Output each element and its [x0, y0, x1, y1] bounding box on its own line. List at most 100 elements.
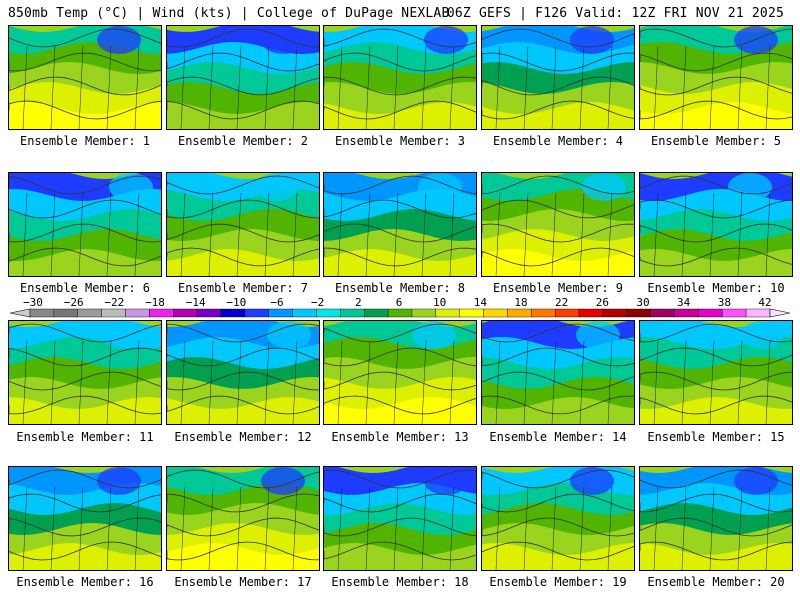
ensemble-map-11 — [8, 320, 162, 425]
ensemble-map-9 — [481, 172, 635, 277]
scale-swatch — [459, 308, 484, 318]
ensemble-member-label: Ensemble Member: 4 — [492, 134, 624, 148]
temperature-field — [482, 467, 634, 570]
ensemble-member-label: Ensemble Member: 1 — [19, 134, 151, 148]
ensemble-map-7 — [166, 172, 320, 277]
scale-swatch — [578, 308, 604, 318]
scale-swatch — [387, 308, 413, 318]
scale-tick-label: 34 — [677, 296, 691, 309]
scale-swatch — [626, 308, 651, 318]
scale-tick-label: 14 — [473, 296, 487, 309]
scale-swatch — [531, 308, 556, 318]
header-valid-time: 06Z GEFS | F126 Valid: 12Z FRI NOV 21 20… — [446, 6, 784, 21]
scale-swatch — [698, 308, 723, 318]
scale-swatch — [149, 308, 174, 318]
ensemble-member-label: Ensemble Member: 6 — [19, 281, 151, 295]
temperature-field — [167, 321, 319, 424]
scale-tick-label: −14 — [185, 296, 206, 309]
ensemble-member-label: Ensemble Member: 15 — [647, 430, 785, 444]
ensemble-member-label: Ensemble Member: 3 — [334, 134, 466, 148]
ensemble-map-4 — [481, 25, 635, 130]
scale-swatch — [674, 308, 699, 318]
scale-swatch — [173, 308, 198, 318]
scale-tick-label: −22 — [104, 296, 125, 309]
temperature-field — [167, 26, 319, 129]
temperature-field — [167, 467, 319, 570]
ensemble-member-label: Ensemble Member: 19 — [489, 575, 627, 589]
scale-swatch — [435, 308, 460, 318]
scale-tick-label: 38 — [717, 296, 731, 309]
ensemble-map-3 — [323, 25, 477, 130]
scale-swatch — [411, 308, 437, 318]
ensemble-map-10 — [639, 172, 793, 277]
color-scale-bar — [10, 308, 790, 318]
ensemble-member-label: Ensemble Member: 5 — [650, 134, 782, 148]
ensemble-map-14 — [481, 320, 635, 425]
temperature-field — [167, 173, 319, 276]
scale-tick-label: −6 — [270, 296, 284, 309]
temperature-field — [9, 467, 161, 570]
scale-tick-label: 2 — [355, 296, 362, 309]
ensemble-member-label: Ensemble Member: 11 — [16, 430, 154, 444]
temperature-field — [324, 321, 476, 424]
scale-tick-label: 30 — [636, 296, 650, 309]
ensemble-member-label: Ensemble Member: 14 — [489, 430, 627, 444]
ensemble-map-17 — [166, 466, 320, 571]
scale-arrow-left — [10, 308, 31, 318]
scale-tick-label: 6 — [395, 296, 403, 309]
ensemble-member-label: Ensemble Member: 7 — [177, 281, 309, 295]
ensemble-member-label: Ensemble Member: 12 — [174, 430, 312, 444]
ensemble-map-15 — [639, 320, 793, 425]
scale-swatch — [483, 308, 508, 318]
temperature-field — [324, 467, 476, 570]
temperature-field — [640, 467, 792, 570]
temperature-field — [482, 173, 634, 276]
ensemble-map-8 — [323, 172, 477, 277]
scale-tick-label: 18 — [514, 296, 528, 309]
scale-tick-label: −2 — [311, 296, 325, 309]
ensemble-map-12 — [166, 320, 320, 425]
scale-tick-label: 26 — [595, 296, 609, 309]
temperature-field — [9, 26, 161, 129]
scale-swatch — [722, 308, 747, 318]
temperature-field — [324, 26, 476, 129]
temperature-field — [482, 26, 634, 129]
ensemble-map-13 — [323, 320, 477, 425]
ensemble-map-6 — [8, 172, 162, 277]
ensemble-map-5 — [639, 25, 793, 130]
scale-tick-label: 42 — [758, 296, 772, 309]
ensemble-member-label: Ensemble Member: 10 — [647, 281, 785, 295]
scale-tick-label: −26 — [63, 296, 84, 309]
scale-tick-label: 22 — [555, 296, 569, 309]
scale-swatch — [554, 308, 580, 318]
header-title: 850mb Temp (°C) | Wind (kts) | College o… — [8, 6, 450, 21]
scale-swatch — [125, 308, 150, 318]
scale-swatch — [340, 308, 365, 318]
color-scale-ticks: −30 −26 −22 −18 −14 −10 −6 −2 2 6 10 14 18 22 26 30 34 38… — [0, 296, 800, 309]
ensemble-map-18 — [323, 466, 477, 571]
ensemble-map-19 — [481, 466, 635, 571]
scale-tick-label: −10 — [226, 296, 247, 309]
scale-swatch — [101, 308, 126, 318]
scale-swatch — [268, 308, 293, 318]
scale-tick-label: 10 — [433, 296, 447, 309]
temperature-field — [482, 321, 634, 424]
temperature-field — [9, 173, 161, 276]
scale-swatch — [292, 308, 317, 318]
scale-swatch — [650, 308, 675, 318]
scale-swatch — [53, 308, 78, 318]
ensemble-member-label: Ensemble Member: 17 — [174, 575, 312, 589]
scale-swatch — [602, 308, 627, 318]
scale-swatch — [363, 308, 389, 318]
ensemble-member-label: Ensemble Member: 20 — [647, 575, 785, 589]
temperature-field — [640, 26, 792, 129]
temperature-field — [324, 173, 476, 276]
ensemble-map-1 — [8, 25, 162, 130]
scale-swatch — [745, 308, 771, 318]
scale-swatch — [29, 308, 55, 318]
ensemble-member-label: Ensemble Member: 9 — [492, 281, 624, 295]
scale-swatch — [316, 308, 341, 318]
scale-arrow-right — [769, 308, 790, 318]
ensemble-member-label: Ensemble Member: 16 — [16, 575, 154, 589]
ensemble-member-label: Ensemble Member: 8 — [334, 281, 466, 295]
